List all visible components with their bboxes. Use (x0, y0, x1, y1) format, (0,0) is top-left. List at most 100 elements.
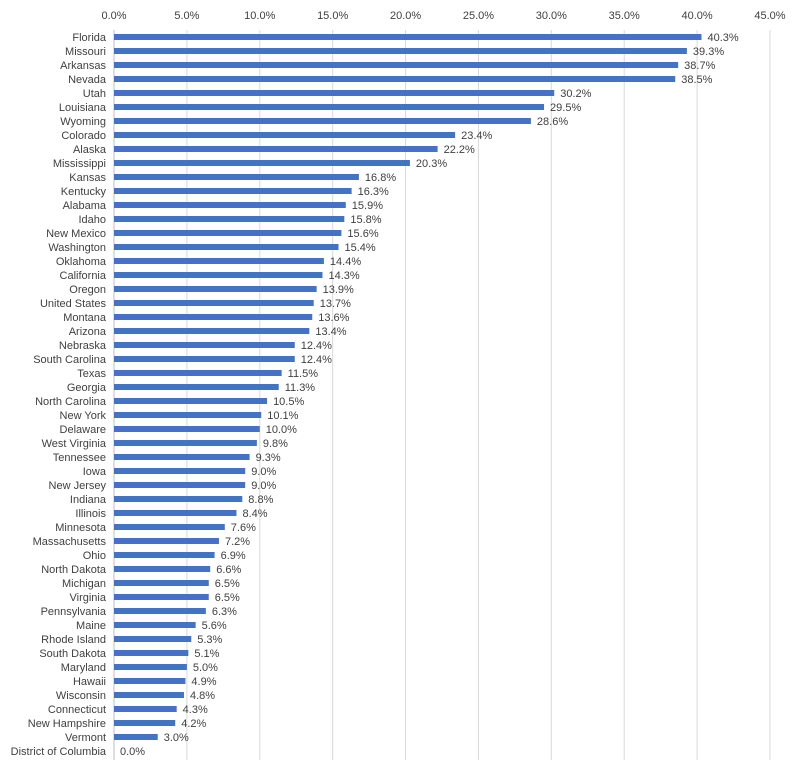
data-label: 38.5% (681, 74, 712, 86)
data-label: 6.9% (221, 550, 246, 562)
category-label: Indiana (70, 494, 107, 506)
category-label: South Carolina (33, 354, 107, 366)
category-label: Utah (83, 88, 106, 100)
bar (114, 720, 176, 726)
bar (114, 440, 257, 446)
category-label: Georgia (67, 382, 107, 394)
data-label: 6.5% (215, 578, 240, 590)
data-label: 10.1% (267, 410, 298, 422)
x-tick-label: 30.0% (536, 10, 567, 22)
category-label: Tennessee (53, 452, 106, 464)
category-label: Vermont (65, 732, 106, 744)
category-label: Virginia (70, 592, 107, 604)
category-label: United States (40, 298, 107, 310)
category-label: Colorado (61, 130, 106, 142)
data-label: 13.7% (320, 298, 351, 310)
category-label: North Dakota (41, 564, 107, 576)
category-label: North Carolina (35, 396, 107, 408)
data-label: 14.4% (330, 256, 361, 268)
data-label: 15.8% (350, 214, 381, 226)
category-label: Nevada (68, 74, 107, 86)
bar (114, 342, 295, 348)
data-label: 13.4% (315, 326, 346, 338)
x-tick-label: 20.0% (390, 10, 421, 22)
bar (114, 454, 250, 460)
category-label: Delaware (60, 424, 106, 436)
data-label: 16.3% (358, 186, 389, 198)
bar (114, 202, 346, 208)
category-label: Arizona (69, 326, 107, 338)
bar (114, 734, 158, 740)
bar (114, 300, 314, 306)
bar (114, 538, 219, 544)
x-axis-ticks: 0.0% 5.0% 10.0% 15.0% 20.0% 25.0% 30.0% 35.0% 40… (101, 10, 785, 22)
category-label: Mississippi (53, 158, 106, 170)
data-label: 4.8% (190, 690, 215, 702)
data-label: 11.3% (285, 382, 316, 394)
data-label: 14.3% (328, 270, 359, 282)
data-label: 7.2% (225, 536, 250, 548)
bar (114, 370, 282, 376)
bar (114, 104, 545, 110)
bar (114, 426, 260, 432)
data-label: 0.0% (120, 746, 145, 758)
bar (114, 636, 192, 642)
data-label: 12.4% (301, 340, 332, 352)
data-label: 29.5% (550, 102, 581, 114)
category-label: Iowa (83, 466, 107, 478)
bar (114, 356, 295, 362)
data-label: 9.8% (263, 438, 288, 450)
bar (114, 216, 345, 222)
bar (114, 510, 237, 516)
bar (114, 132, 456, 138)
category-label: Ohio (83, 550, 106, 562)
data-label: 15.4% (344, 242, 375, 254)
category-label: Louisiana (59, 102, 107, 114)
category-label: Connecticut (48, 704, 106, 716)
bar (114, 622, 196, 628)
category-label: New Jersey (49, 480, 107, 492)
x-tick-label: 5.0% (174, 10, 199, 22)
category-label: Texas (77, 368, 106, 380)
data-label: 5.6% (202, 620, 227, 632)
category-label: Nebraska (59, 340, 107, 352)
data-label: 13.6% (318, 312, 349, 324)
category-label: Arkansas (60, 60, 106, 72)
category-label: Oklahoma (56, 256, 107, 268)
bar (114, 594, 209, 600)
data-label: 11.5% (288, 368, 319, 380)
bar (114, 258, 324, 264)
bar (114, 398, 268, 404)
data-label: 8.4% (242, 508, 267, 520)
data-label: 5.0% (193, 662, 218, 674)
bar (114, 678, 186, 684)
category-label: Alaska (73, 144, 107, 156)
data-label: 10.0% (266, 424, 297, 436)
data-label: 15.9% (352, 200, 383, 212)
data-label: 15.6% (347, 228, 378, 240)
bar (114, 48, 687, 54)
bar (114, 118, 531, 124)
category-label: Kansas (69, 172, 106, 184)
data-labels: 40.3% 39.3% 38.7% 38.5% 30.2% 29.5% 28.6% 23.4%… (120, 32, 739, 758)
data-label: 16.8% (365, 172, 396, 184)
bar (114, 286, 317, 292)
bar (114, 188, 352, 194)
data-label: 6.5% (215, 592, 240, 604)
category-label: Kentucky (61, 186, 107, 198)
bar (114, 468, 246, 474)
bar (114, 580, 209, 586)
bar (114, 62, 679, 68)
bar (114, 230, 342, 236)
bar (114, 706, 177, 712)
data-label: 12.4% (301, 354, 332, 366)
x-tick-label: 15.0% (317, 10, 348, 22)
data-label: 9.0% (251, 480, 276, 492)
category-label: Missouri (65, 46, 106, 58)
bar (114, 160, 410, 166)
data-label: 30.2% (560, 88, 591, 100)
data-label: 22.2% (444, 144, 475, 156)
bar (114, 244, 339, 250)
